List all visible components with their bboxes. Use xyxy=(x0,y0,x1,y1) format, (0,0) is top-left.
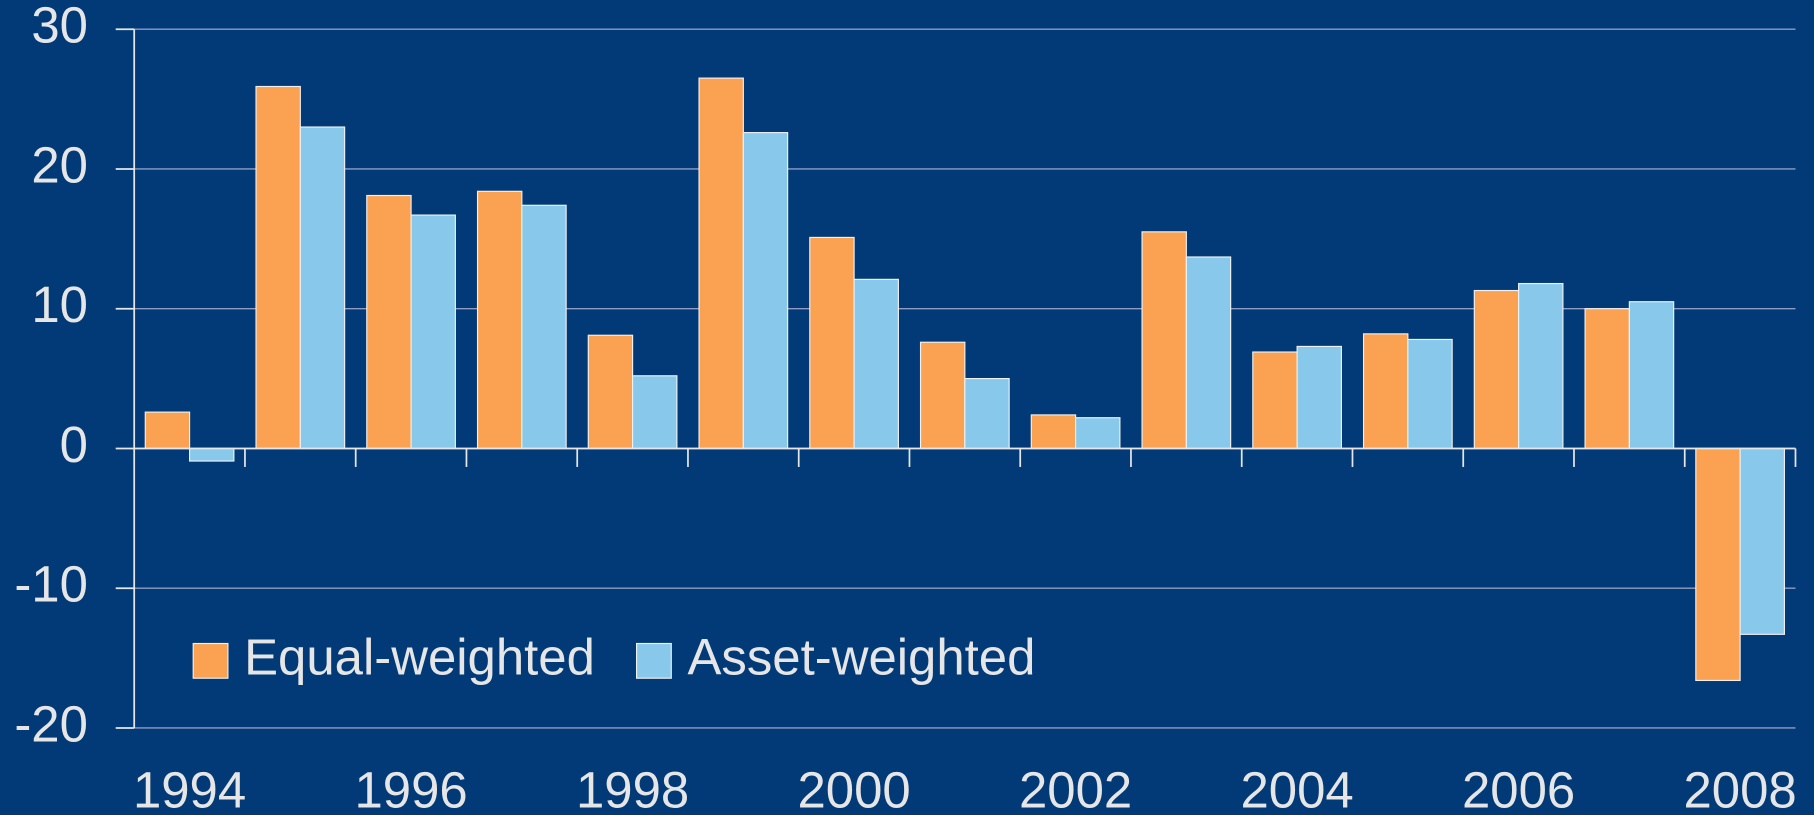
bar xyxy=(1628,301,1675,450)
legend-swatch xyxy=(636,642,672,679)
bar xyxy=(1030,414,1077,450)
bar xyxy=(255,85,301,450)
x-tick-label: 2006 xyxy=(1462,761,1575,815)
bar xyxy=(366,194,412,450)
bar xyxy=(1141,231,1187,450)
bar xyxy=(853,278,899,450)
bar xyxy=(632,375,678,450)
bar xyxy=(809,236,855,450)
legend-swatch xyxy=(192,642,229,679)
bar xyxy=(1252,351,1298,450)
bar xyxy=(587,334,634,450)
bar xyxy=(1739,447,1785,635)
bar xyxy=(410,214,456,450)
bar xyxy=(1075,417,1121,450)
bar xyxy=(299,126,346,450)
y-tick-label: 0 xyxy=(60,416,88,473)
bar xyxy=(742,132,789,450)
y-tick-label: -10 xyxy=(14,556,88,613)
legend-label: Asset-weighted xyxy=(687,628,1035,685)
x-tick-label: 2000 xyxy=(797,761,910,815)
bar xyxy=(1473,289,1520,450)
bar xyxy=(521,204,567,450)
x-tick-label: 2004 xyxy=(1240,761,1353,815)
bar xyxy=(1185,256,1232,450)
x-tick-label: 2002 xyxy=(1019,761,1132,815)
bar xyxy=(698,77,744,450)
bar xyxy=(1695,447,1741,682)
bar xyxy=(1584,308,1630,450)
bar xyxy=(1518,282,1564,450)
bar xyxy=(188,447,235,462)
bar xyxy=(144,411,191,450)
bar xyxy=(1407,338,1453,450)
x-tick-label: 1994 xyxy=(133,761,246,815)
bar xyxy=(476,190,523,450)
legend-label: Equal-weighted xyxy=(244,628,595,685)
y-tick-label: 10 xyxy=(31,276,88,333)
bar xyxy=(1362,333,1409,450)
y-tick-label: 30 xyxy=(31,0,88,54)
x-tick-label: 1996 xyxy=(354,761,467,815)
bar xyxy=(1296,345,1342,450)
x-tick-label: 2008 xyxy=(1684,761,1797,815)
x-tick-label: 1998 xyxy=(576,761,689,815)
bar xyxy=(964,377,1010,450)
y-tick-label: -20 xyxy=(14,695,88,752)
y-tick-label: 20 xyxy=(31,136,88,193)
bar xyxy=(919,341,966,450)
